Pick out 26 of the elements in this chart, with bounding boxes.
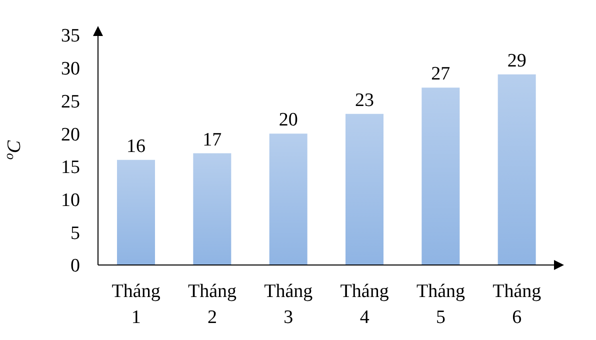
bar xyxy=(422,88,460,265)
y-tick-label: 10 xyxy=(61,190,80,212)
data-label: 17 xyxy=(202,129,222,150)
bar xyxy=(117,160,155,265)
y-tick-label: 15 xyxy=(61,157,80,178)
y-tick-label: 0 xyxy=(70,256,80,277)
y-tick-label: 5 xyxy=(70,222,80,244)
bar xyxy=(346,114,384,265)
x-tick-label: Tháng 1 xyxy=(112,281,161,328)
data-label: 27 xyxy=(431,64,450,85)
data-label: 16 xyxy=(126,136,146,157)
data-label: 29 xyxy=(507,50,526,72)
x-tick-label: Tháng 3 xyxy=(264,281,314,328)
bar xyxy=(498,74,536,265)
y-tick-label: 20 xyxy=(61,124,80,146)
x-tick-label: Tháng 6 xyxy=(492,281,542,328)
y-tick-label: 30 xyxy=(61,58,80,80)
y-tick-label: 35 xyxy=(61,26,80,47)
bar xyxy=(193,153,232,265)
x-tick-label: Tháng 5 xyxy=(416,281,466,328)
data-label: 23 xyxy=(355,90,374,111)
x-tick-label: Tháng 2 xyxy=(188,281,238,328)
x-tick-label: Tháng 4 xyxy=(340,281,390,328)
bar xyxy=(269,134,308,265)
data-label: 20 xyxy=(278,110,298,131)
y-tick-label: 25 xyxy=(61,91,80,112)
